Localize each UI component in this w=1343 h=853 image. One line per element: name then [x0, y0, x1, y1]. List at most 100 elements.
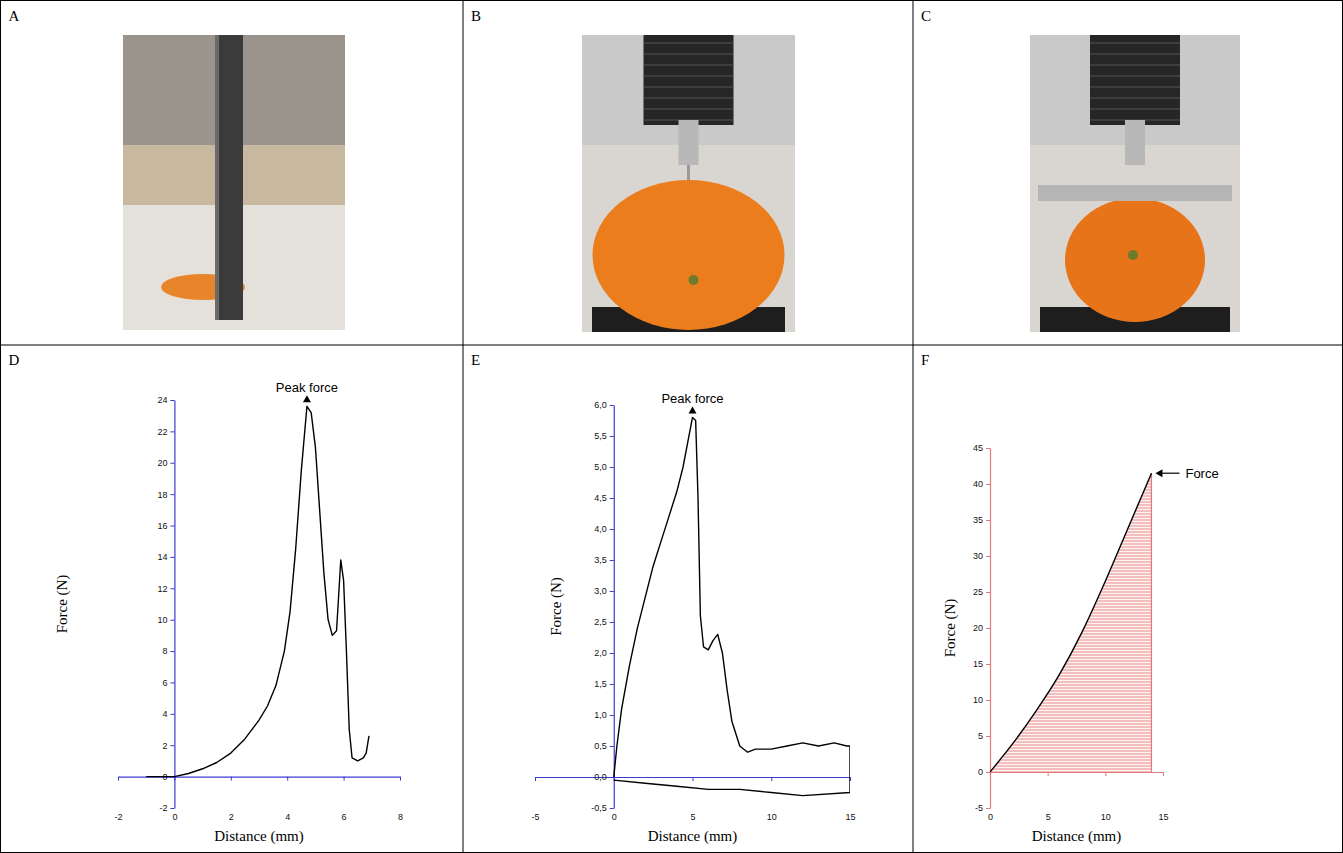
- y-tick-mark: [610, 405, 614, 406]
- y-tick: 35: [973, 515, 990, 525]
- x-axis-title: Distance (mm): [214, 828, 304, 845]
- x-tick-mark: [400, 777, 401, 781]
- y-tick: 24: [157, 395, 174, 405]
- y-tick-mark: [170, 714, 174, 715]
- x-tick: -2: [114, 777, 122, 823]
- photo-background: [1030, 35, 1240, 332]
- x-tick-label: 8: [398, 812, 403, 822]
- annotation-arrowhead: [1155, 469, 1162, 477]
- y-tick-label: 0,0: [594, 772, 607, 782]
- photo-blade: [215, 35, 243, 320]
- y-tick-label: 16: [157, 521, 167, 531]
- area-edge: [1151, 473, 1152, 772]
- x-tick: 8: [398, 777, 403, 823]
- y-tick: 3,5: [594, 555, 614, 565]
- y-tick-mark: [170, 651, 174, 652]
- x-tick-mark: [535, 777, 536, 781]
- photo: [582, 35, 795, 332]
- x-tick: 10: [767, 777, 777, 822]
- x-tick: 15: [845, 777, 855, 822]
- y-tick-mark: [986, 700, 990, 701]
- x-tick: 4: [285, 777, 290, 823]
- y-tick-mark: [986, 484, 990, 485]
- y-tick-mark: [610, 467, 614, 468]
- annotation: Peak force: [276, 380, 338, 395]
- plot-area: [990, 473, 1151, 772]
- y-tick-label: 20: [157, 458, 167, 468]
- figure: ABCD-202468-2024681012141618202224Distan…: [0, 0, 1343, 853]
- x-axis: -202468: [114, 777, 403, 823]
- y-tick-label: 25: [973, 587, 983, 597]
- y-tick-label: 6: [162, 678, 167, 688]
- photo-bellows-fold: [644, 109, 734, 110]
- y-tick-label: 2,5: [594, 617, 607, 627]
- y-tick: 6: [162, 678, 174, 688]
- x-tick-label: 15: [845, 812, 855, 822]
- x-tick-mark: [231, 777, 232, 781]
- y-tick-mark: [170, 620, 174, 621]
- x-tick-mark: [693, 777, 694, 781]
- y-tick: 12: [157, 584, 174, 594]
- y-tick-mark: [986, 628, 990, 629]
- y-axis: -0,50,00,51,01,52,02,53,03,54,04,55,05,5…: [591, 400, 614, 813]
- y-tick: 5,5: [594, 431, 614, 441]
- x-tick-mark: [850, 777, 851, 781]
- x-tick: -5: [531, 777, 539, 822]
- y-tick-label: -5: [975, 803, 983, 813]
- x-axis: 051015: [988, 772, 1169, 822]
- y-tick: 3,0: [594, 586, 614, 596]
- y-tick-label: 1,0: [594, 710, 607, 720]
- photo-bellows-fold: [644, 54, 734, 55]
- photo-bellows-fold: [644, 43, 734, 44]
- y-tick: -0,5: [591, 803, 614, 813]
- x-tick-label: 0: [988, 812, 993, 822]
- x-tick: 5: [690, 777, 695, 822]
- y-tick-mark: [170, 745, 174, 746]
- y-tick-mark: [610, 591, 614, 592]
- photo-bellows-fold: [644, 76, 734, 77]
- plot-area: [614, 417, 850, 795]
- y-tick-label: 35: [973, 515, 983, 525]
- y-axis: -2024681012141618202224: [157, 395, 175, 813]
- y-tick: 5: [978, 731, 990, 741]
- y-tick-label: 20: [973, 623, 983, 633]
- line: [990, 473, 1151, 772]
- area: [990, 473, 1151, 772]
- y-tick-mark: [610, 808, 614, 809]
- y-tick-label: 1,5: [594, 679, 607, 689]
- y-tick: 4,0: [594, 524, 614, 534]
- y-tick: 45: [973, 443, 990, 453]
- photo: [123, 35, 345, 330]
- photo-fruit: [1065, 198, 1205, 322]
- y-tick: 30: [973, 551, 990, 561]
- y-tick-mark: [610, 498, 614, 499]
- photo-bellows-fold: [1090, 109, 1180, 110]
- photo-background: [123, 35, 345, 330]
- photo-bellows-fold: [1090, 87, 1180, 88]
- x-tick: 6: [342, 777, 347, 823]
- cell-border: [463, 0, 464, 853]
- frame: [1, 1, 1343, 853]
- photo-bellows: [644, 35, 734, 125]
- y-tick-mark: [170, 526, 174, 527]
- photo-bellows-fold: [644, 65, 734, 66]
- y-tick-mark: [170, 557, 174, 558]
- y-tick-label: 4,0: [594, 524, 607, 534]
- x-tick-label: 5: [690, 812, 695, 822]
- annotation: Peak force: [661, 391, 723, 406]
- x-axis-line: [991, 772, 1164, 773]
- y-tick-label: 5: [978, 731, 983, 741]
- y-tick-label: 8: [162, 646, 167, 656]
- photo-bellows-fold: [1090, 76, 1180, 77]
- line: [614, 417, 850, 795]
- y-tick-label: 18: [157, 490, 167, 500]
- y-tick-mark: [610, 560, 614, 561]
- panel-label: B: [471, 8, 481, 24]
- x-axis: -5051015: [531, 777, 855, 822]
- x-tick-mark: [1105, 772, 1106, 776]
- y-tick-mark: [986, 556, 990, 557]
- y-tick: 5,0: [594, 462, 614, 472]
- x-tick-mark: [118, 777, 119, 781]
- y-tick-label: 2: [162, 741, 167, 751]
- photo-fruit: [593, 180, 785, 330]
